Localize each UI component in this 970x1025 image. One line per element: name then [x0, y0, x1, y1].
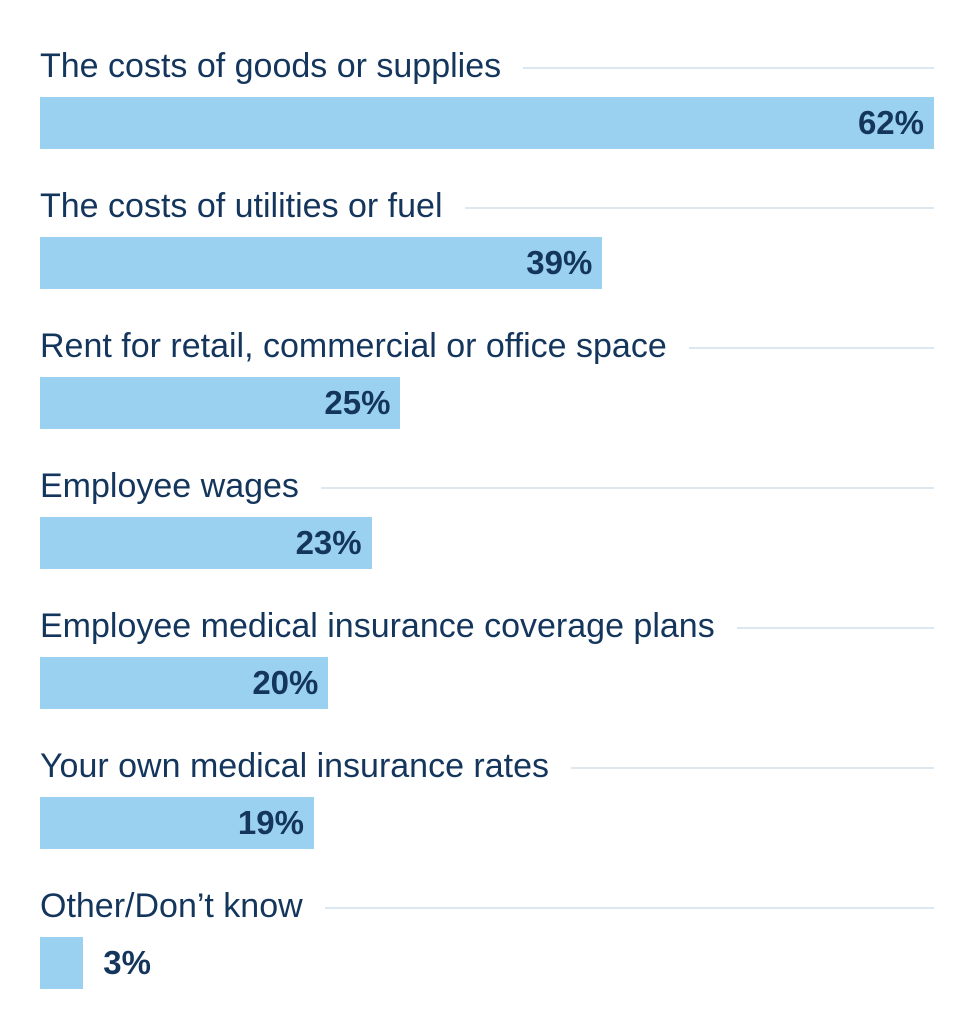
bar — [40, 237, 603, 289]
bar — [40, 797, 314, 849]
category-label: The costs of goods or supplies — [40, 46, 524, 86]
category-label: The costs of utilities or fuel — [40, 186, 465, 226]
bar-value-label: 3% — [103, 944, 151, 981]
bar-value-label: 39% — [526, 244, 593, 281]
bar — [40, 657, 329, 709]
bar — [40, 97, 934, 149]
category-row: Employee medical insurance coverage plan… — [40, 606, 934, 666]
bar-value-label: 19% — [237, 804, 304, 841]
bar — [40, 377, 401, 429]
category-label: Other/Don’t know — [40, 886, 325, 926]
category-divider-line — [40, 487, 934, 489]
category-row: Rent for retail, commercial or office sp… — [40, 326, 934, 386]
category-divider-line — [40, 907, 934, 909]
bar-value-label: 23% — [295, 524, 362, 561]
bar — [40, 937, 84, 989]
category-divider-line — [40, 207, 934, 209]
category-row: The costs of goods or supplies — [40, 46, 934, 106]
bar-value-label: 25% — [324, 384, 391, 421]
category-label: Your own medical insurance rates — [40, 746, 572, 786]
category-row: Employee wages — [40, 466, 934, 526]
category-row: The costs of utilities or fuel — [40, 186, 934, 246]
bar-value-label: 62% — [857, 104, 924, 141]
category-row: Other/Don’t know — [40, 886, 934, 946]
category-label: Employee medical insurance coverage plan… — [40, 606, 737, 646]
bar — [40, 517, 372, 569]
bar-value-label: 20% — [252, 664, 319, 701]
category-label: Employee wages — [40, 466, 321, 506]
category-row: Your own medical insurance rates — [40, 746, 934, 806]
category-label: Rent for retail, commercial or office sp… — [40, 326, 689, 366]
